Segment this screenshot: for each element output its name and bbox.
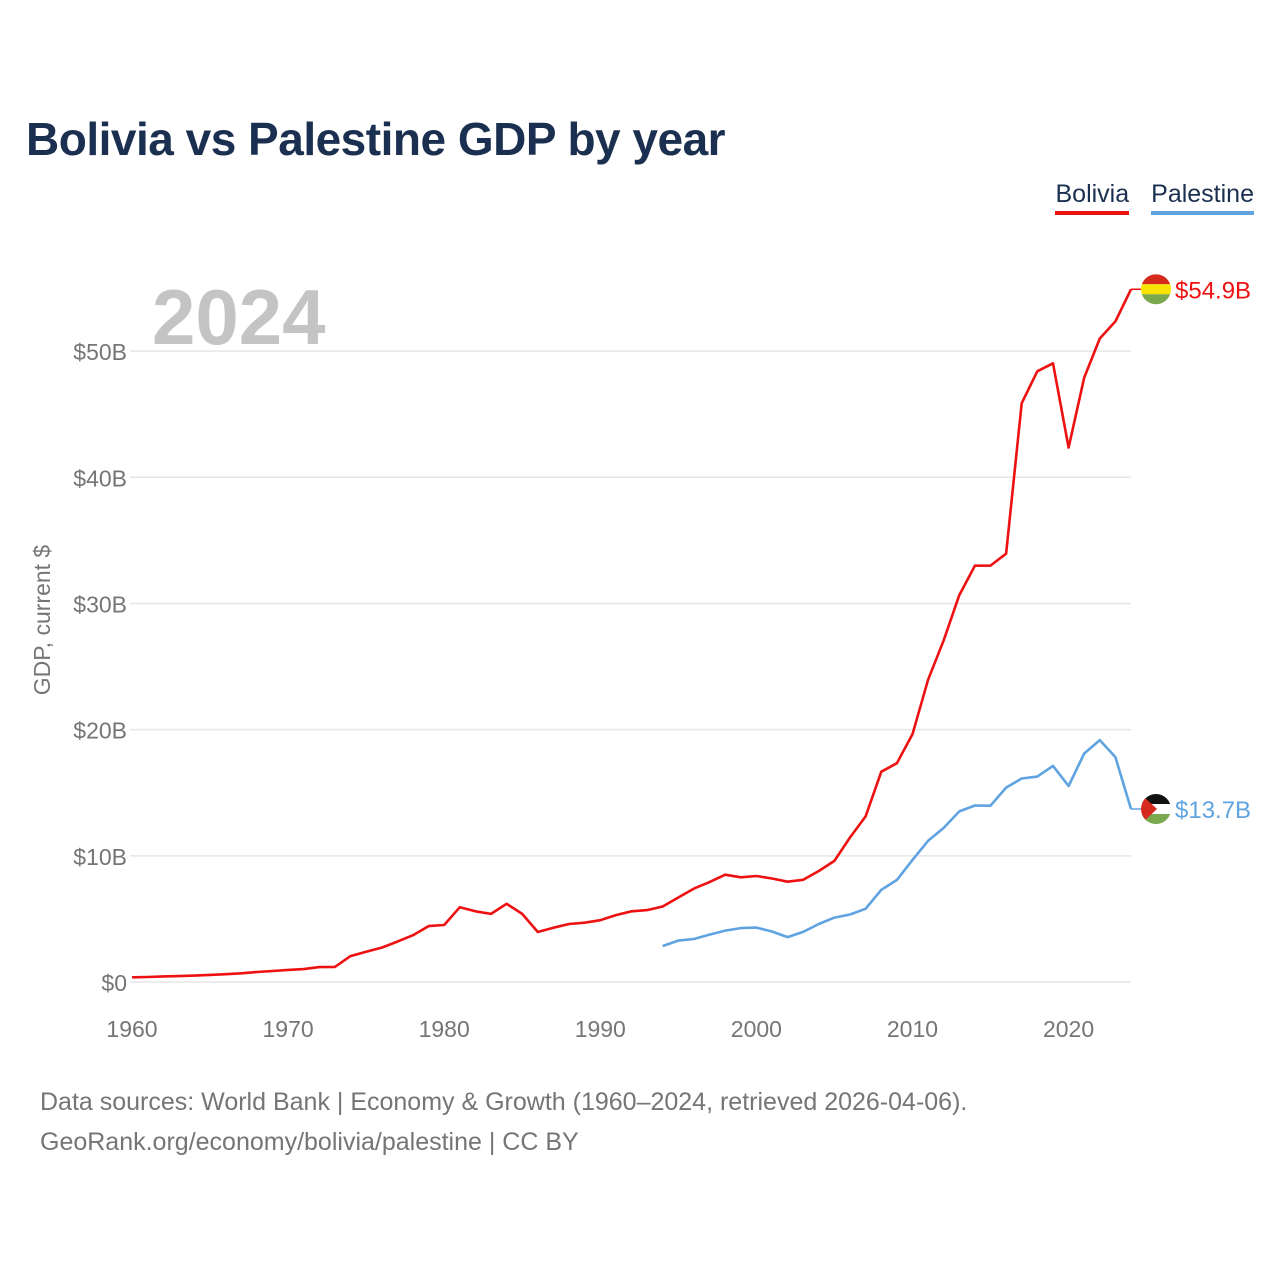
legend: Bolivia Palestine (1055, 180, 1254, 215)
y-tick-label: $10B (73, 844, 127, 870)
y-tick-label: $20B (73, 718, 127, 744)
palestine-flag-icon (1141, 794, 1171, 825)
x-tick-label: 2000 (731, 1016, 782, 1042)
legend-item-palestine[interactable]: Palestine (1151, 180, 1254, 215)
series-line-bolivia[interactable] (131, 288, 1133, 979)
year-watermark: 2024 (152, 273, 326, 361)
x-tick-label: 1960 (106, 1016, 157, 1042)
y-axis-title: GDP, current $ (29, 545, 55, 696)
bolivia-flag-icon (1141, 274, 1171, 305)
series-line-palestine[interactable] (662, 738, 1133, 948)
y-tick-label: $40B (73, 465, 127, 491)
x-tick-label: 1980 (419, 1016, 470, 1042)
end-value-label-bolivia: $54.9B (1175, 277, 1251, 304)
x-tick-label: 1970 (263, 1016, 314, 1042)
x-tick-label: 2020 (1043, 1016, 1094, 1042)
x-tick-label: 1990 (575, 1016, 626, 1042)
y-tick-label: $50B (73, 339, 127, 365)
legend-item-bolivia[interactable]: Bolivia (1055, 180, 1130, 215)
chart-title: Bolivia vs Palestine GDP by year (26, 113, 726, 165)
y-tick-label: $30B (73, 591, 127, 617)
x-tick-label: 2010 (887, 1016, 938, 1042)
source-link[interactable]: GeoRank.org/economy/bolivia/palestine | … (40, 1128, 579, 1156)
y-tick-label: $0 (101, 970, 127, 996)
end-value-label-palestine: $13.7B (1175, 797, 1251, 824)
source-note: Data sources: World Bank | Economy & Gro… (40, 1088, 968, 1116)
footer: Data sources: World Bank | Economy & Gro… (40, 1082, 967, 1162)
